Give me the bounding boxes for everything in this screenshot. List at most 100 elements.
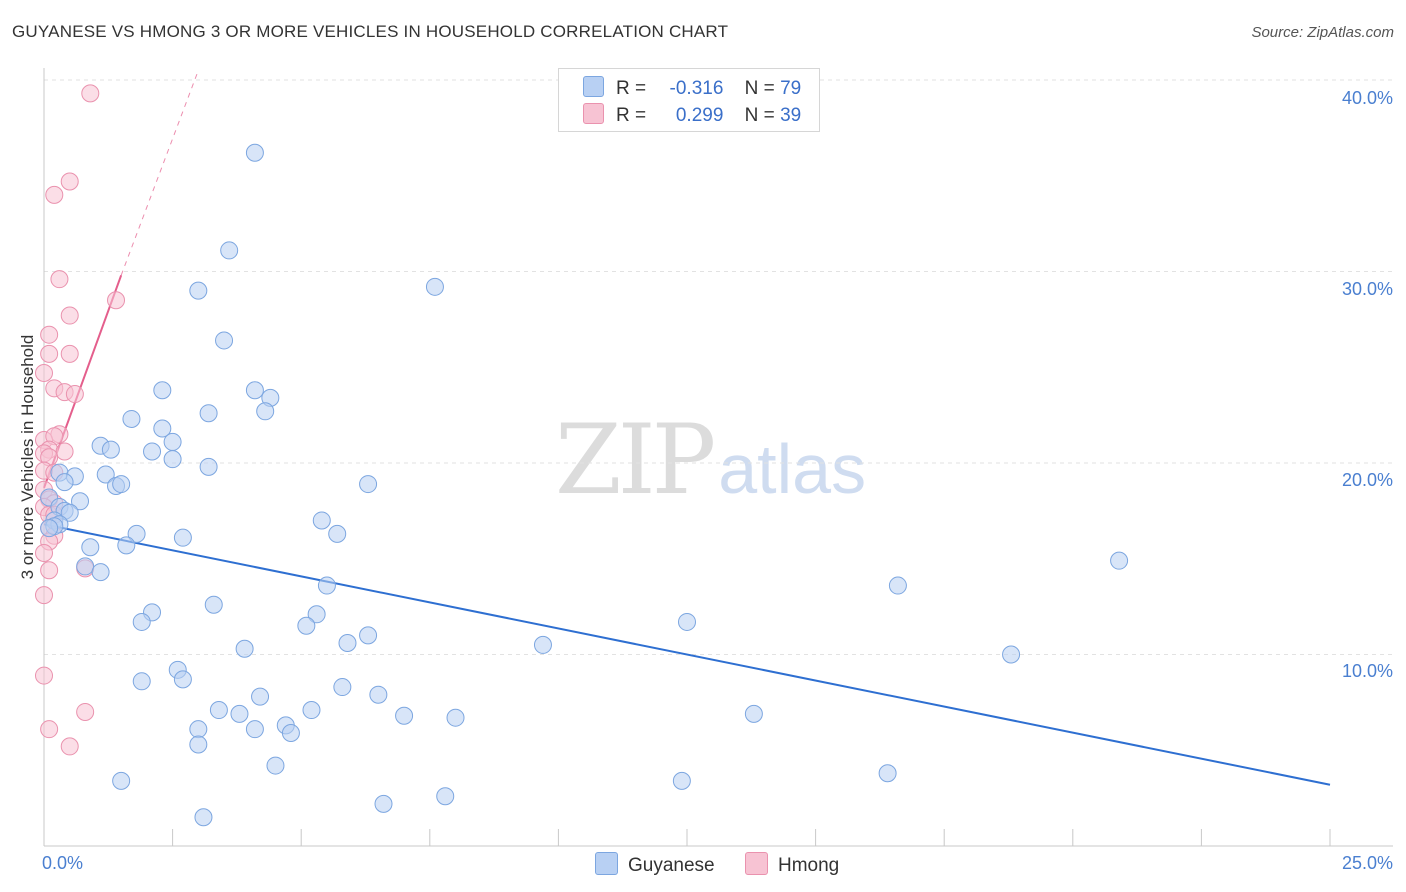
x-tick-label-min: 0.0% <box>42 853 83 873</box>
guyanese-point <box>40 519 59 538</box>
guyanese-point <box>744 704 763 723</box>
hmong-point <box>35 544 53 563</box>
guyanese-point <box>204 595 223 614</box>
guyanese-point <box>112 475 131 494</box>
hmong-swatch <box>745 852 768 875</box>
tick-labels: 0.0% 25.0% 10.0% 20.0% 30.0% 40.0% 3 or … <box>18 88 1393 873</box>
guyanese-point <box>281 724 300 743</box>
hmong-point <box>65 385 84 404</box>
hmong-point <box>35 363 53 382</box>
guyanese-point <box>369 685 388 704</box>
hmong-swatch <box>583 103 604 124</box>
guyanese-swatch <box>583 76 604 97</box>
guyanese-point <box>194 808 213 827</box>
legend-n-label: N = <box>744 78 775 99</box>
legend-row-hmong: R = 0.299 N = 39 <box>583 103 801 127</box>
guyanese-point <box>163 432 182 451</box>
guyanese-point <box>153 381 172 400</box>
guyanese-point <box>1002 645 1021 664</box>
x-tick-label-max: 25.0% <box>1342 853 1393 873</box>
legend-r-value: 0.299 <box>675 105 724 126</box>
y-tick-label-40: 40.0% <box>1342 88 1393 108</box>
guyanese-point <box>266 756 285 775</box>
guyanese-point <box>251 687 270 706</box>
hmong-point <box>76 702 95 721</box>
guyanese-point <box>878 764 897 783</box>
guyanese-point <box>153 419 172 438</box>
legend-n-label: N = <box>744 105 775 126</box>
guyanese-point <box>307 605 326 624</box>
trend-lines <box>43 70 1331 786</box>
guyanese-point <box>122 409 141 428</box>
legend-r-value: -0.316 <box>669 78 724 99</box>
y-axis-label: 3 or more Vehicles in Household <box>18 335 37 580</box>
guyanese-point <box>112 771 131 790</box>
guyanese-point <box>317 576 336 595</box>
guyanese-point <box>395 706 414 725</box>
watermark-zip: ZIP <box>555 404 716 516</box>
guyanese-point <box>1110 551 1129 570</box>
legend-r-label: R = <box>616 105 647 126</box>
hmong-point <box>81 84 100 103</box>
bottom-legend-guyanese-label: Guyanese <box>628 855 715 876</box>
guyanese-point <box>245 720 264 739</box>
guyanese-point <box>199 404 218 423</box>
guyanese-point <box>173 670 192 689</box>
hmong-trend-extension <box>120 70 199 276</box>
hmong-point <box>40 561 59 580</box>
guyanese-point <box>81 538 100 557</box>
correlation-legend: R = -0.316 N = 79 R = 0.299 N = 39 <box>558 68 820 132</box>
guyanese-point <box>189 720 208 739</box>
guyanese-point <box>60 503 79 522</box>
guyanese-point <box>163 450 182 469</box>
guyanese-point <box>127 524 146 543</box>
guyanese-point <box>76 557 95 576</box>
guyanese-point <box>256 402 275 421</box>
hmong-point <box>35 666 53 685</box>
guyanese-point <box>235 639 254 658</box>
hmong-point <box>107 291 126 310</box>
guyanese-point <box>245 143 264 162</box>
guyanese-point <box>436 787 455 806</box>
guyanese-point <box>220 241 239 260</box>
guyanese-point <box>132 612 151 631</box>
guyanese-point <box>71 492 90 511</box>
hmong-point <box>60 306 79 325</box>
y-tick-label-20: 20.0% <box>1342 470 1393 490</box>
guyanese-points <box>40 143 1129 827</box>
guyanese-point <box>446 708 465 727</box>
guyanese-point <box>173 528 192 547</box>
guyanese-point <box>189 281 208 300</box>
guyanese-point <box>374 794 393 813</box>
guyanese-point <box>333 678 352 697</box>
guyanese-point <box>91 563 110 582</box>
guyanese-point <box>96 465 115 484</box>
hmong-point <box>40 344 59 363</box>
guyanese-point <box>533 635 552 654</box>
guyanese-point <box>338 634 357 653</box>
guyanese-point <box>199 457 218 476</box>
guyanese-point <box>672 771 691 790</box>
guyanese-point <box>189 735 208 754</box>
hmong-point <box>40 325 59 344</box>
y-tick-label-10: 10.0% <box>1342 661 1393 681</box>
hmong-point <box>35 586 53 605</box>
guyanese-point <box>425 277 444 296</box>
guyanese-point <box>117 536 136 555</box>
guyanese-point <box>55 473 74 492</box>
legend-n-value: 39 <box>780 105 802 126</box>
zipatlas-watermark: ZIPatlas <box>555 404 866 516</box>
y-tick-label-30: 30.0% <box>1342 279 1393 299</box>
guyanese-point <box>143 442 162 461</box>
hmong-points <box>35 84 126 756</box>
hmong-point <box>60 737 79 756</box>
guyanese-point <box>312 511 331 530</box>
grid-lines <box>44 79 1393 655</box>
guyanese-point <box>215 331 234 350</box>
guyanese-point <box>328 524 347 543</box>
guyanese-point <box>230 704 249 723</box>
guyanese-point <box>359 475 378 494</box>
guyanese-point <box>888 576 907 595</box>
guyanese-point <box>245 381 264 400</box>
